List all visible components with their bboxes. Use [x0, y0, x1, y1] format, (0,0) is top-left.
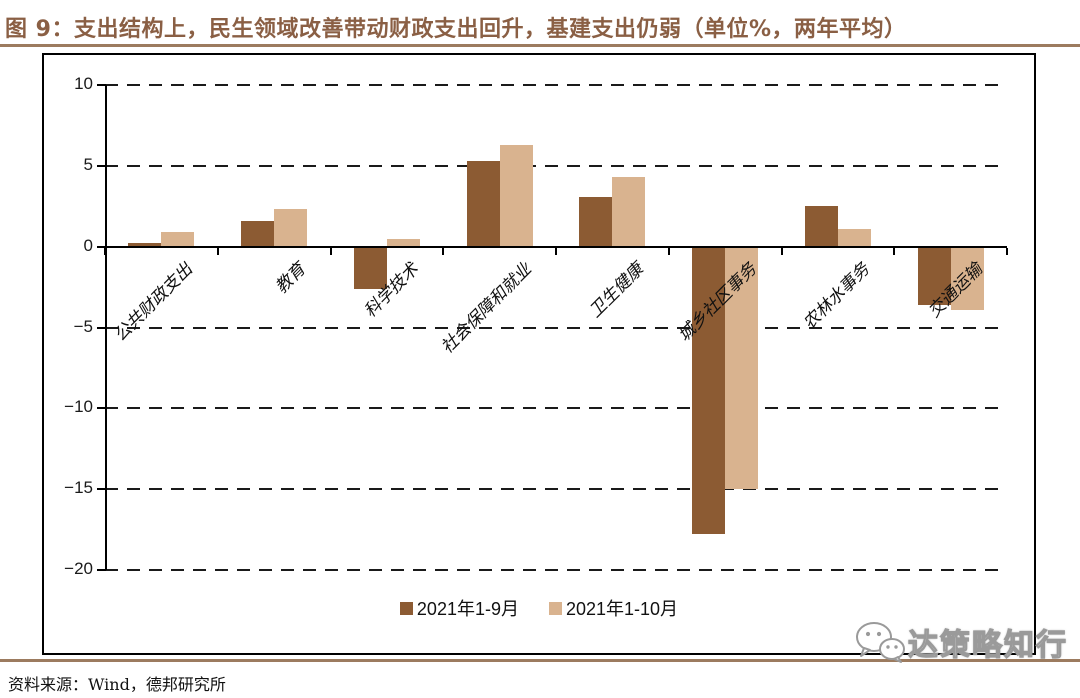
legend-label-series1: 2021年1-9月: [416, 599, 519, 619]
y-axis-tick: [97, 245, 106, 248]
x-axis-tick: [893, 247, 896, 255]
bar-series-1: [241, 220, 275, 247]
y-tick-label: −10: [64, 397, 93, 417]
watermark: 达策略知行: [854, 620, 1068, 664]
bar-series-1: [692, 246, 726, 535]
legend-swatch-series1: [399, 601, 413, 615]
y-tick-label: −5: [73, 316, 93, 336]
category-label: 农林水事务: [799, 259, 874, 334]
y-gridline: [105, 488, 1007, 491]
y-axis-line: [105, 85, 107, 570]
bar-series-1: [804, 206, 838, 247]
bar-series-2: [274, 209, 308, 247]
y-tick-label: 5: [83, 154, 93, 174]
chart-frame: 10 5 0 −5 −10 −15 −20 公共财政支出 教育 科学技术 社会保障和就业 卫生健康 城乡…: [42, 53, 1036, 655]
bar-series-2: [950, 246, 984, 310]
category-label: 卫生健康: [585, 259, 649, 322]
bar-series-2: [725, 246, 759, 490]
x-axis-tick: [442, 247, 445, 255]
y-axis-tick: [97, 569, 106, 571]
y-gridline: [105, 164, 1007, 167]
x-axis-tick: [555, 247, 557, 255]
bar-series-1: [128, 243, 162, 247]
bar-series-1: [353, 246, 387, 289]
y-axis-tick: [97, 488, 106, 491]
wechat-icon: [856, 622, 905, 663]
legend-label-series2: 2021年1-10月: [565, 599, 679, 619]
category-label: 社会保障和就业: [437, 259, 536, 358]
x-axis-tick: [1006, 247, 1008, 255]
x-axis-line: [105, 245, 1007, 248]
legend-item-series1: 2021年1-9月: [399, 595, 519, 621]
x-axis-tick: [780, 247, 783, 255]
y-tick-label: −20: [64, 559, 93, 578]
bar-series-1: [466, 160, 500, 247]
y-axis-tick: [97, 84, 106, 86]
y-axis-tick: [97, 326, 106, 329]
x-axis-tick: [329, 247, 332, 255]
bar-series-2: [386, 238, 420, 247]
bar-series-2: [837, 228, 871, 247]
legend-swatch-series2: [548, 601, 562, 615]
y-axis-tick: [97, 407, 106, 410]
bar-series-1: [579, 196, 613, 247]
bar-series-2: [612, 177, 646, 247]
legend: 2021年1-9月 2021年1-10月: [44, 595, 1034, 621]
x-axis-tick: [667, 247, 670, 255]
x-axis-tick: [104, 247, 106, 255]
bottom-divider: [0, 659, 1080, 662]
figure-title: 图 9：支出结构上，民生领域改善带动财政支出回升，基建支出仍弱（单位%，两年平均…: [5, 17, 907, 42]
y-gridline: [105, 326, 1007, 329]
y-tick-label: −15: [64, 478, 93, 498]
x-axis-tick: [216, 247, 219, 255]
y-gridline: [105, 407, 1007, 410]
bar-series-2: [499, 144, 533, 247]
y-gridline: [105, 569, 1007, 571]
category-label: 公共财政支出: [110, 259, 198, 346]
y-tick-label: 10: [74, 74, 93, 93]
data-source-note: 资料来源：Wind，德邦研究所: [8, 675, 226, 694]
top-divider: [0, 44, 1080, 47]
bar-series-2: [161, 232, 195, 247]
watermark-text: 达策略知行: [907, 627, 1068, 663]
y-axis-tick: [97, 164, 106, 167]
bar-series-1: [917, 246, 951, 305]
y-tick-label: 0: [83, 235, 93, 255]
legend-item-series2: 2021年1-10月: [548, 595, 679, 621]
y-gridline: [105, 84, 1007, 86]
plot-area: 10 5 0 −5 −10 −15 −20 公共财政支出 教育 科学技术 社会保障和就业 卫生健康 城乡…: [64, 74, 1008, 578]
category-label: 教育: [271, 259, 310, 298]
